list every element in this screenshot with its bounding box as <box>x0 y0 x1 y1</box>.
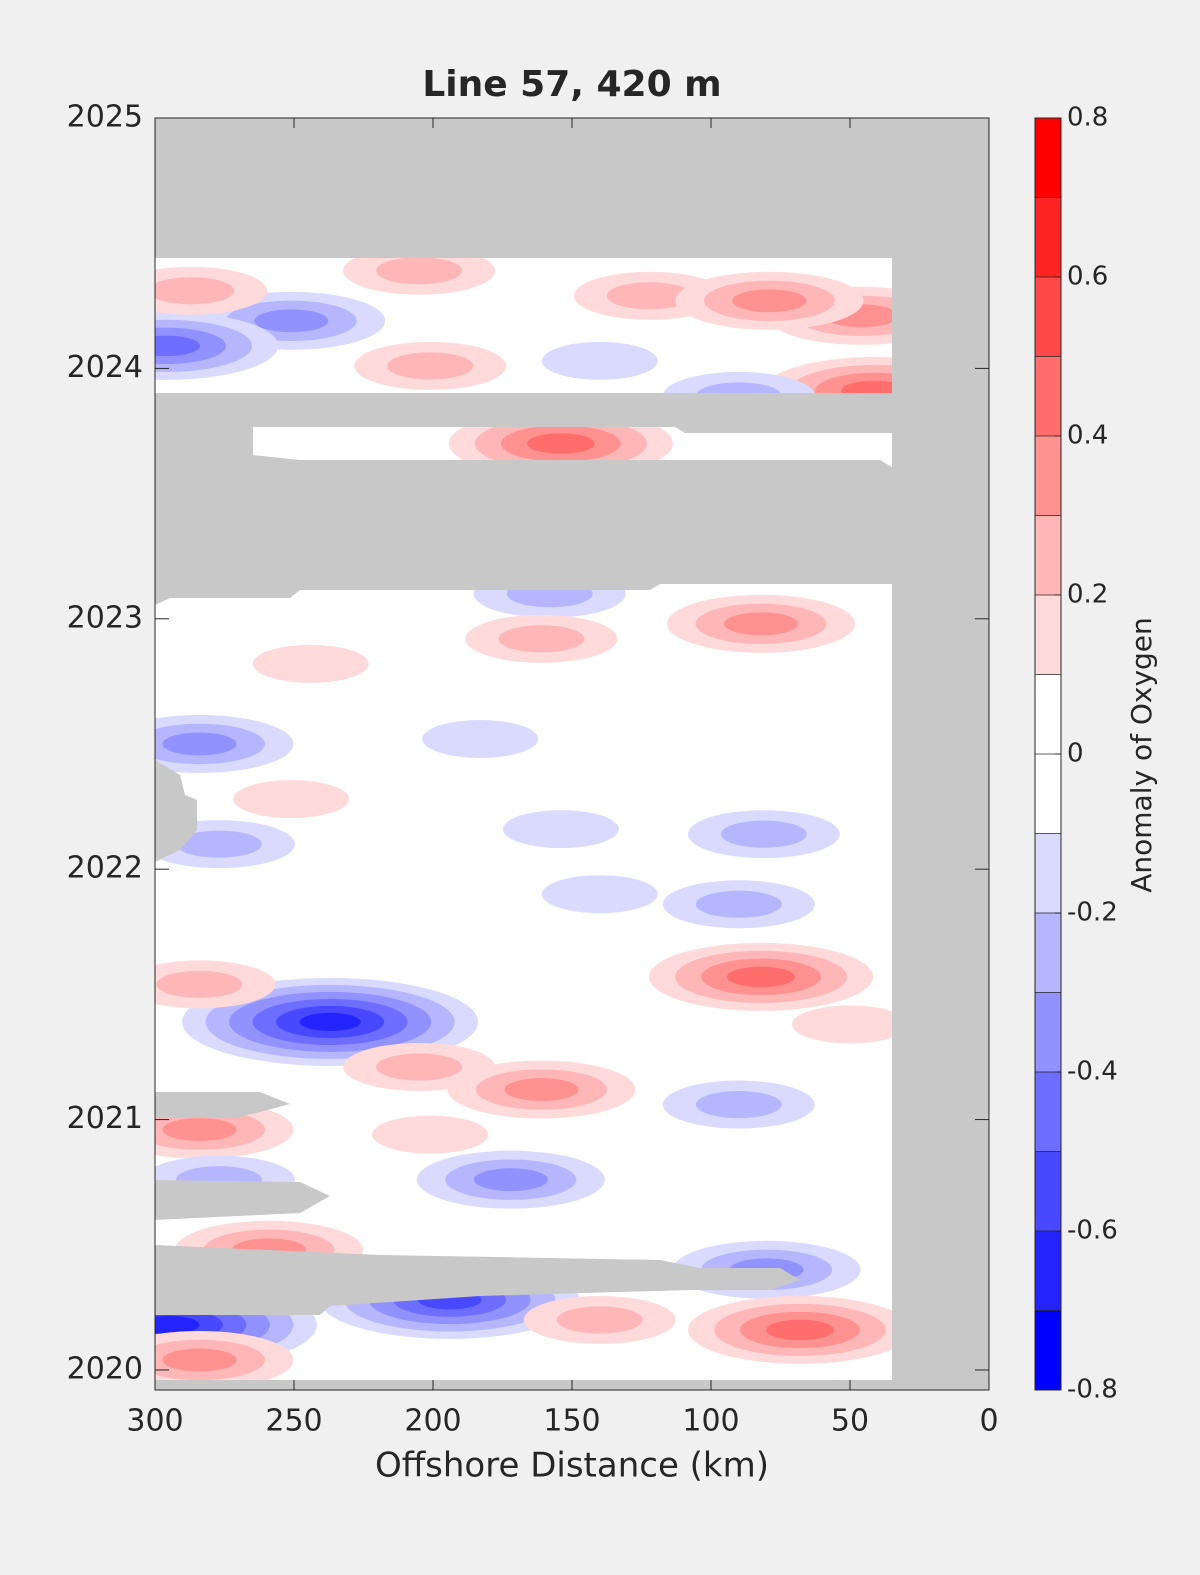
contour-patch <box>527 433 595 454</box>
y-tick-label: 2022 <box>67 851 143 886</box>
contour-patch <box>155 277 235 305</box>
colorbar-tick-label: -0.6 <box>1067 1216 1118 1246</box>
x-tick-label: 250 <box>265 1404 322 1439</box>
contour-patch <box>498 625 585 653</box>
contour-patch <box>541 875 658 914</box>
contour-patch <box>504 1078 579 1101</box>
colorbar-tick-label: 0.4 <box>1067 421 1108 451</box>
colorbar-band <box>1035 595 1061 675</box>
colorbar-band <box>1035 436 1061 516</box>
mask <box>155 1092 290 1118</box>
contour-patch <box>502 810 619 849</box>
mask <box>155 760 197 862</box>
y-tick-label: 2023 <box>67 600 143 635</box>
contour-patch <box>155 1315 200 1334</box>
contour-patch <box>376 258 463 285</box>
y-tick-label: 2020 <box>67 1351 143 1386</box>
colorbar-band <box>1035 913 1061 993</box>
colorbar-band <box>1035 1310 1061 1390</box>
contour-patch <box>162 732 237 756</box>
y-tick-label: 2025 <box>67 100 143 135</box>
contour-patch <box>541 341 658 380</box>
contour-patch <box>695 890 782 918</box>
contour-patch <box>175 830 262 858</box>
colorbar-tick-label: 0 <box>1067 739 1084 769</box>
colorbar-band <box>1035 356 1061 436</box>
contour-patch <box>155 335 200 357</box>
mask <box>155 1180 330 1220</box>
colorbar-band <box>1035 754 1061 834</box>
contour-patch <box>422 719 539 758</box>
colorbar-tick-label: 0.8 <box>1067 103 1108 133</box>
contour-patch <box>162 1118 237 1142</box>
contour-patch <box>252 644 369 683</box>
colorbar-band <box>1035 1072 1061 1152</box>
y-tick-label: 2024 <box>67 350 143 385</box>
contour-patch <box>473 1168 548 1192</box>
x-axis-label: Offshore Distance (km) <box>375 1446 769 1486</box>
x-tick-label: 0 <box>979 1404 998 1439</box>
colorbar-tick-label: -0.4 <box>1067 1057 1118 1087</box>
chart-title: Line 57, 420 m <box>422 64 721 105</box>
colorbar-tick-label: 0.2 <box>1067 580 1108 610</box>
contour-patch <box>376 1053 463 1081</box>
contour-patch <box>766 1319 834 1341</box>
mask <box>155 1245 800 1315</box>
colorbar-band <box>1035 1231 1061 1311</box>
contour-patch <box>695 1090 782 1119</box>
contour-patch <box>372 1115 489 1154</box>
colorbar-band <box>1035 197 1061 277</box>
contour-patch <box>254 309 329 333</box>
colorbar-band <box>1035 833 1061 913</box>
colorbar-band <box>1035 992 1061 1072</box>
colorbar-band <box>1035 118 1061 198</box>
contour-patch <box>792 1005 892 1044</box>
no-data-mask <box>155 393 892 1315</box>
colorbar-band <box>1035 1151 1061 1231</box>
colorbar-label: Anomaly of Oxygen <box>1125 617 1158 893</box>
contour-patch <box>727 966 795 988</box>
x-tick-label: 300 <box>126 1404 183 1439</box>
x-tick-label: 200 <box>404 1404 461 1439</box>
contour-patch <box>606 282 693 310</box>
contour-field <box>155 258 892 1380</box>
x-tick-label: 100 <box>682 1404 739 1439</box>
contour-patch <box>387 352 474 380</box>
contour-patch <box>156 970 243 998</box>
contour-patch <box>724 612 799 636</box>
contour-patch <box>732 289 807 313</box>
contour-patch <box>720 820 807 848</box>
colorbar-band <box>1035 277 1061 357</box>
colorbar-tick-label: 0.6 <box>1067 262 1108 292</box>
contour-patch <box>162 1348 237 1372</box>
contour-patch <box>299 1012 361 1032</box>
mask <box>155 427 892 605</box>
x-tick-label: 50 <box>831 1404 869 1439</box>
colorbar-tick-label: -0.8 <box>1067 1375 1118 1405</box>
y-tick-label: 2021 <box>67 1101 143 1136</box>
contour-patch <box>556 1306 643 1334</box>
colorbar-band <box>1035 674 1061 754</box>
colorbar-band <box>1035 515 1061 595</box>
mask <box>155 393 892 433</box>
contour-patch <box>233 780 350 819</box>
colorbar-tick-label: -0.2 <box>1067 898 1118 928</box>
x-tick-label: 150 <box>543 1404 600 1439</box>
